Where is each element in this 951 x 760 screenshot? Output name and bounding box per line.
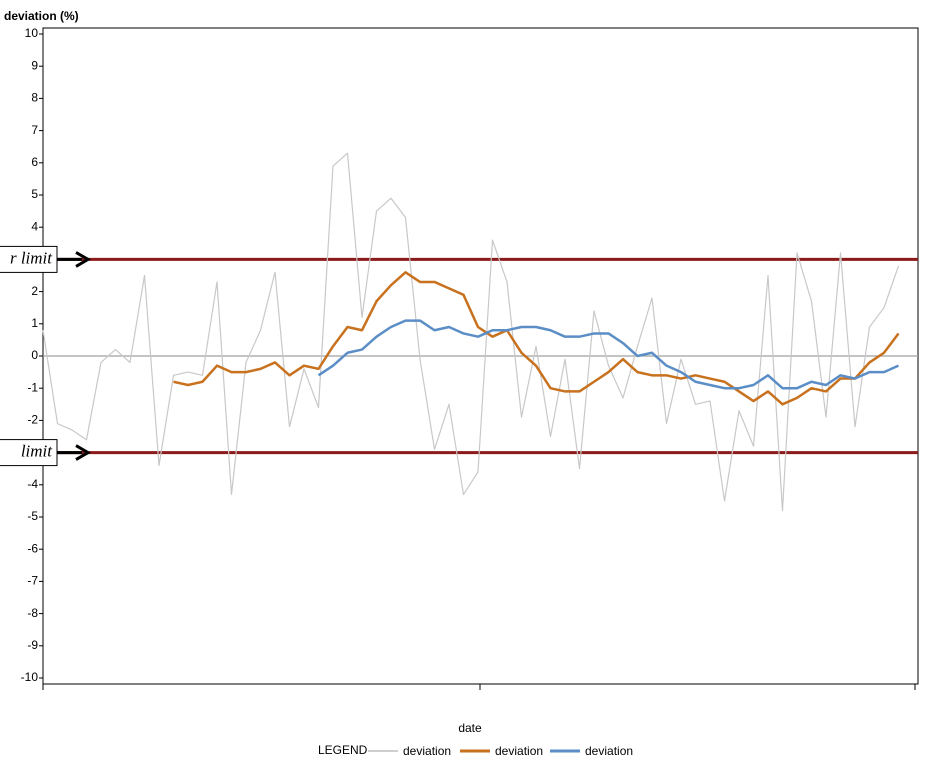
series-line bbox=[317, 319, 900, 390]
x-axis-label: date bbox=[458, 721, 482, 735]
y-tick-label: 9 bbox=[31, 58, 38, 72]
y-tick-label: -2 bbox=[27, 413, 38, 427]
annotation-arrowhead bbox=[75, 444, 91, 461]
annotation-arrowhead bbox=[75, 251, 91, 268]
annotation-label: limit bbox=[21, 442, 53, 461]
legend-label: deviation bbox=[495, 744, 543, 758]
y-tick-label: 6 bbox=[31, 155, 38, 169]
y-tick-label: 1 bbox=[31, 316, 38, 330]
annotation-box bbox=[0, 245, 58, 273]
legend-label: deviation bbox=[585, 744, 633, 758]
legend-label: deviation bbox=[403, 744, 451, 758]
y-tick-label: 7 bbox=[31, 123, 38, 137]
chart-title: deviation (%) bbox=[4, 9, 79, 23]
annotation-box bbox=[0, 439, 58, 467]
y-tick-label: -6 bbox=[27, 541, 38, 555]
annotation-label: r limit bbox=[10, 248, 53, 267]
series-line bbox=[42, 152, 900, 512]
y-tick-label: -10 bbox=[21, 670, 39, 684]
legend-title: LEGEND bbox=[318, 743, 368, 757]
y-tick-label: 10 bbox=[25, 26, 39, 40]
y-tick-label: 2 bbox=[31, 284, 38, 298]
y-tick-label: -9 bbox=[27, 638, 38, 652]
y-tick-label: 0 bbox=[31, 348, 38, 362]
y-tick-label: -5 bbox=[27, 509, 38, 523]
y-tick-label: -7 bbox=[27, 574, 38, 588]
y-tick-label: 8 bbox=[31, 91, 38, 105]
y-tick-label: 4 bbox=[31, 219, 38, 233]
y-tick-label: -8 bbox=[27, 606, 38, 620]
y-tick-label: -4 bbox=[27, 477, 38, 491]
y-tick-label: -1 bbox=[27, 380, 38, 394]
series-line bbox=[173, 271, 900, 406]
y-tick-label: 5 bbox=[31, 187, 38, 201]
